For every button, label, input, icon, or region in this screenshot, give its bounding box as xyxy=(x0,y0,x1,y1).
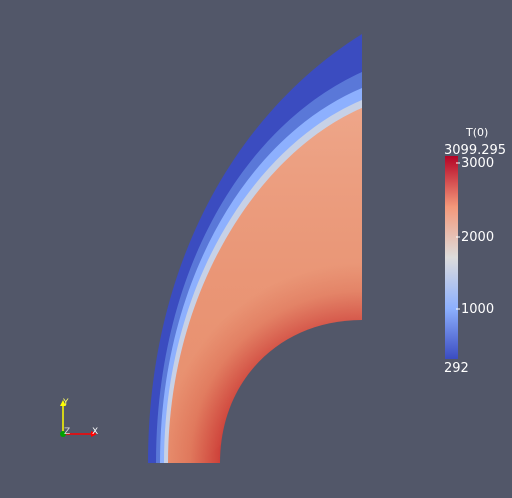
triad-x-label: X xyxy=(92,428,98,437)
triad-z-label: Z xyxy=(64,428,70,437)
colorbar-title: T(0) xyxy=(466,127,488,138)
colorbar-tick-2000: 2000 xyxy=(461,231,494,244)
temperature-field xyxy=(148,34,362,463)
colorbar-gradient xyxy=(445,156,458,359)
colorbar-min-label: 292 xyxy=(444,362,469,375)
colorbar-tick-1000: 1000 xyxy=(461,303,494,316)
triad-y-label: Y xyxy=(63,399,69,408)
colorbar-tick-3000: 3000 xyxy=(461,157,494,170)
